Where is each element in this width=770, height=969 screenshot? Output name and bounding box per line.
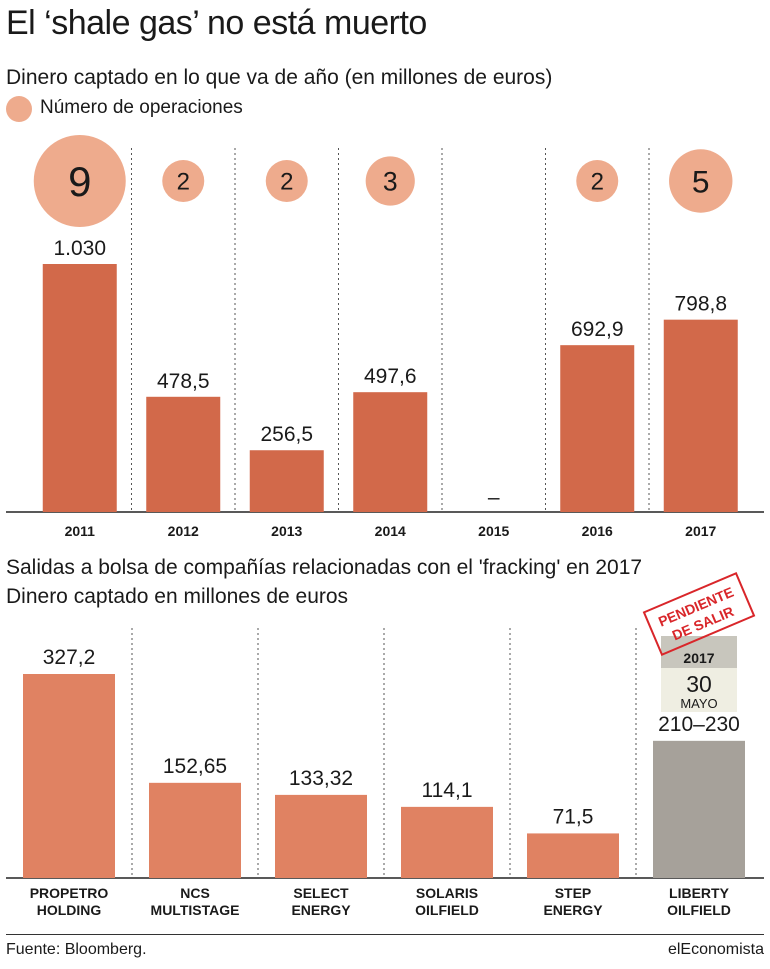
bar-ncs-multistage xyxy=(149,782,241,878)
value-label-2014: 497,6 xyxy=(364,365,417,388)
x-tick-label-propetro-holding: PROPETRO HOLDING xyxy=(30,885,109,918)
operations-bubble-2013 xyxy=(265,160,308,202)
operations-count-2016: 2 xyxy=(591,169,604,196)
bar-propetro-holding xyxy=(23,674,115,878)
chart1-subtitle: Dinero captado en lo que va de año (en m… xyxy=(6,66,553,89)
date-card-month: MAYO xyxy=(680,696,717,711)
value-label-solaris-oilfield: 114,1 xyxy=(422,779,473,802)
chart2-subtitle-line1: Salidas a bolsa de compañías relacionada… xyxy=(6,556,643,579)
x-tick-label-step-energy: STEP ENERGY xyxy=(543,885,603,918)
operations-bubble-2011 xyxy=(33,135,126,227)
x-tick-label-2016: 2016 xyxy=(582,523,613,539)
operations-count-2013: 2 xyxy=(280,169,293,196)
value-label-2017: 798,8 xyxy=(674,293,727,316)
x-tick-label-liberty-oilfield: LIBERTY OILFIELD xyxy=(667,885,731,918)
bar-solaris-oilfield xyxy=(401,806,493,878)
operations-count-2014: 3 xyxy=(383,167,398,197)
operations-count-2012: 2 xyxy=(177,169,190,196)
date-card-day: 30 xyxy=(686,671,712,697)
value-label-step-energy: 71,5 xyxy=(553,805,594,828)
value-label-select-energy: 133,32 xyxy=(289,767,353,790)
value-label-liberty-oilfield: 210–230 xyxy=(658,713,740,736)
value-label-ncs-multistage: 152,65 xyxy=(163,755,227,778)
chart1-svg: 1.030 9 2011 478,5 2 2012 256,5 2 2013 497,6 3 2014… xyxy=(6,135,764,539)
value-label-2016: 692,9 xyxy=(571,318,624,341)
chart2-subtitle-line2: Dinero captado en millones de euros xyxy=(6,585,349,608)
x-tick-label-2015: 2015 xyxy=(478,523,509,539)
x-tick-label-2017: 2017 xyxy=(685,523,716,539)
operations-bubble-2014 xyxy=(365,156,415,206)
x-tick-label-2011: 2011 xyxy=(65,523,96,539)
date-card-year: 2017 xyxy=(683,650,714,666)
brand-logo: elEconomista xyxy=(667,941,764,958)
x-tick-label-select-energy: SELECT ENERGY xyxy=(291,885,351,918)
x-tick-label-2012: 2012 xyxy=(168,523,199,539)
operations-count-2011: 9 xyxy=(68,158,91,205)
value-label-2015: – xyxy=(488,486,500,509)
operations-bubble-2016 xyxy=(576,160,619,202)
chart2-svg: 327,2 PROPETRO HOLDING 152,65 NCS MULTISTAGE 1… xyxy=(6,571,764,918)
value-label-2012: 478,5 xyxy=(157,370,210,393)
operations-bubble-2012 xyxy=(162,160,205,202)
date-card-header xyxy=(661,636,737,668)
bar-2017 xyxy=(663,319,738,512)
operations-count-2017: 5 xyxy=(692,163,710,199)
footer-divider xyxy=(6,934,764,935)
value-label-2011: 1.030 xyxy=(53,237,106,260)
bar-2014 xyxy=(353,392,428,512)
page-title: El ‘shale gas’ no está muerto xyxy=(6,4,427,42)
operations-bubble-2017 xyxy=(669,149,733,213)
x-tick-label-2014: 2014 xyxy=(375,523,406,539)
bar-2011 xyxy=(42,264,117,512)
x-tick-label-ncs-multistage: NCS MULTISTAGE xyxy=(151,885,240,918)
legend-bubble-icon xyxy=(6,96,32,122)
date-card-body xyxy=(661,668,737,712)
stamp-border xyxy=(642,571,756,657)
bar-2016 xyxy=(560,345,635,512)
value-label-2013: 256,5 xyxy=(260,423,313,446)
bar-liberty-oilfield xyxy=(653,740,745,878)
x-tick-label-2013: 2013 xyxy=(271,523,302,539)
source-note: Fuente: Bloomberg. xyxy=(6,941,147,958)
value-label-propetro-holding: 327,2 xyxy=(43,646,96,669)
bar-2013 xyxy=(249,450,324,512)
bar-step-energy xyxy=(527,833,619,878)
bar-2012 xyxy=(146,396,221,512)
x-tick-label-solaris-oilfield: SOLARIS OILFIELD xyxy=(415,885,479,918)
bar-select-energy xyxy=(275,794,367,878)
legend-label: Número de operaciones xyxy=(40,97,243,118)
